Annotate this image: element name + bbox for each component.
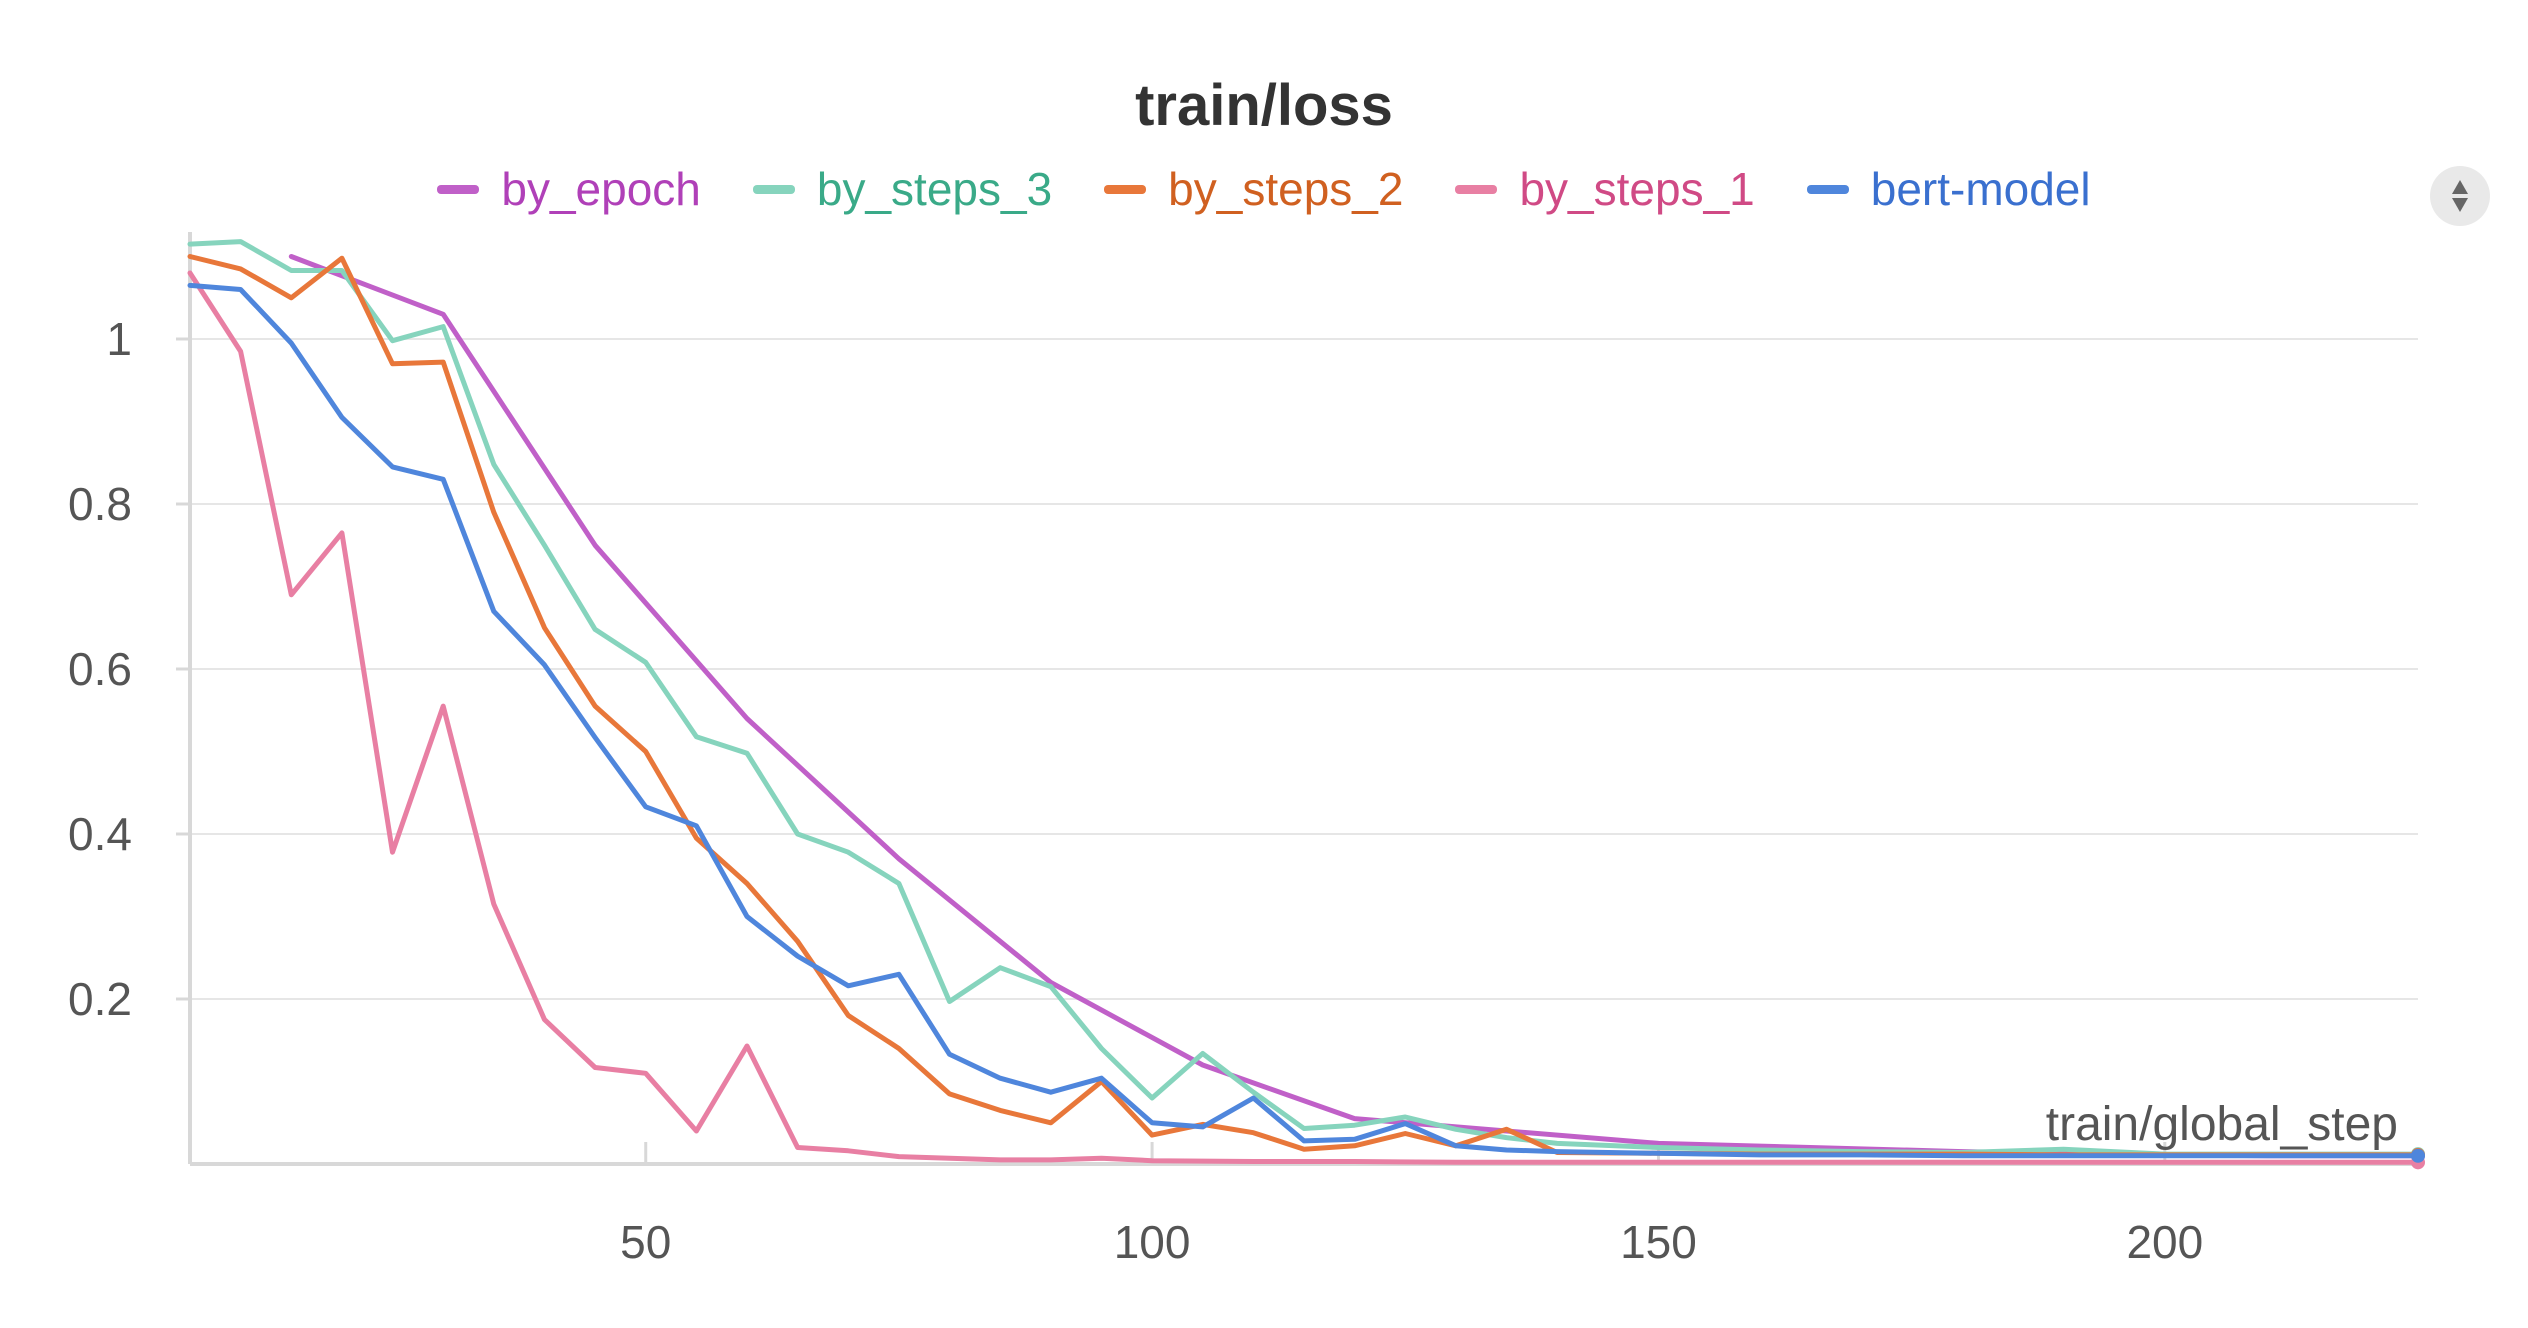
series-line-by-steps-3 (187, 239, 2421, 1157)
chart-title: train/loss (1135, 73, 1393, 138)
y-tick-label: 0.6 (68, 643, 132, 695)
series-line-by-steps-2 (187, 254, 2421, 1158)
legend-swatch-by-steps-1 (1455, 184, 1498, 194)
legend-swatch-by-steps-3 (752, 184, 795, 194)
legend-swatch-bert-model (1806, 184, 1849, 194)
legend-toggle-button[interactable] (2430, 166, 2490, 226)
legend-swatch-by-steps-2 (1104, 184, 1147, 194)
legend-label-bert-model: bert-model (1870, 163, 2091, 215)
series-line-bert-model (187, 282, 2421, 1159)
series-line-by-steps-1 (187, 270, 2421, 1165)
legend-item-bert-model[interactable]: bert-model (1806, 162, 2091, 216)
series-line-by-epoch (288, 254, 2421, 1159)
expand-collapse-icon (2452, 180, 2468, 212)
y-tick-label: 0.4 (68, 808, 132, 860)
y-tick-label: 0.8 (68, 478, 132, 530)
series-lines (187, 239, 2425, 1170)
legend-label-by-steps-2: by_steps_2 (1168, 163, 1404, 215)
legend: by_epoch by_steps_3 by_steps_2 by_steps_… (0, 162, 2528, 216)
x-tick-label: 150 (1620, 1216, 1697, 1268)
y-tick-label: 1 (106, 313, 132, 365)
legend-swatch-by-epoch (437, 184, 480, 194)
series-end-point-bert-model (2411, 1148, 2425, 1163)
x-tick-label: 200 (2126, 1216, 2203, 1268)
legend-item-by-steps-3[interactable]: by_steps_3 (752, 162, 1053, 216)
x-tick-label: 100 (1114, 1216, 1191, 1268)
legend-label-by-steps-3: by_steps_3 (816, 163, 1053, 215)
y-tick-label: 0.2 (68, 973, 132, 1025)
legend-item-by-steps-1[interactable]: by_steps_1 (1455, 162, 1755, 216)
legend-item-by-epoch[interactable]: by_epoch (437, 162, 701, 216)
gridlines (190, 338, 2418, 1000)
legend-label-by-epoch: by_epoch (501, 163, 701, 215)
legend-label-by-steps-1: by_steps_1 (1519, 163, 1755, 215)
x-axis-label: train/global_step (2046, 1098, 2398, 1151)
x-tick-label: 50 (620, 1216, 671, 1268)
axes (176, 232, 2418, 1166)
legend-item-by-steps-2[interactable]: by_steps_2 (1104, 162, 1403, 216)
